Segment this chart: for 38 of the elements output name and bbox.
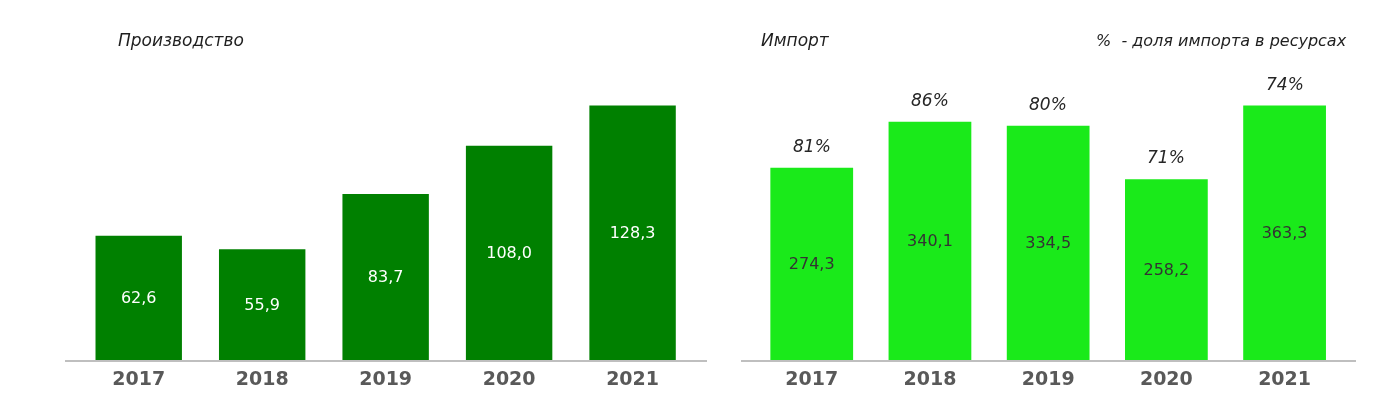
chart-title: Производство — [118, 30, 244, 50]
bar — [1125, 179, 1208, 360]
x-tick-label: 2020 — [482, 366, 536, 389]
data-label: 258,2 — [1143, 260, 1190, 280]
annotation: 86% — [911, 90, 949, 110]
x-tick-label: 2017 — [785, 366, 839, 389]
x-tick-label: 2018 — [903, 366, 957, 389]
bar — [770, 167, 854, 360]
data-label: 83,7 — [367, 267, 404, 287]
x-tick-label: 2019 — [359, 366, 413, 389]
annotation: 80% — [1029, 94, 1067, 114]
data-label: 363,3 — [1261, 223, 1308, 243]
data-label: 334,5 — [1025, 233, 1072, 253]
data-label: 108,0 — [486, 243, 533, 263]
data-label: 340,1 — [907, 231, 953, 251]
chart-title: Импорт — [761, 30, 830, 50]
annotation: 81% — [793, 136, 831, 156]
annotation: 71% — [1147, 147, 1185, 167]
bar — [342, 193, 429, 360]
annotation: 74% — [1266, 74, 1304, 94]
x-tick-label: 2021 — [606, 366, 660, 389]
bar — [1006, 125, 1090, 360]
bar — [589, 105, 676, 360]
data-label: 128,3 — [609, 223, 656, 243]
data-label: 62,6 — [120, 288, 157, 308]
bar — [1243, 105, 1326, 360]
bar — [465, 145, 553, 360]
x-tick-label: 2017 — [112, 366, 166, 389]
data-label: 274,3 — [788, 254, 835, 274]
x-tick-label: 2021 — [1258, 366, 1312, 389]
x-tick-label: 2019 — [1021, 366, 1075, 389]
x-tick-label: 2020 — [1139, 366, 1193, 389]
bar — [95, 235, 182, 360]
data-label: 55,9 — [244, 295, 280, 315]
x-tick-label: 2018 — [235, 366, 289, 389]
bar — [888, 121, 972, 360]
text: % - доля импорта в ресурсах — [1096, 31, 1347, 50]
bar — [218, 249, 306, 360]
